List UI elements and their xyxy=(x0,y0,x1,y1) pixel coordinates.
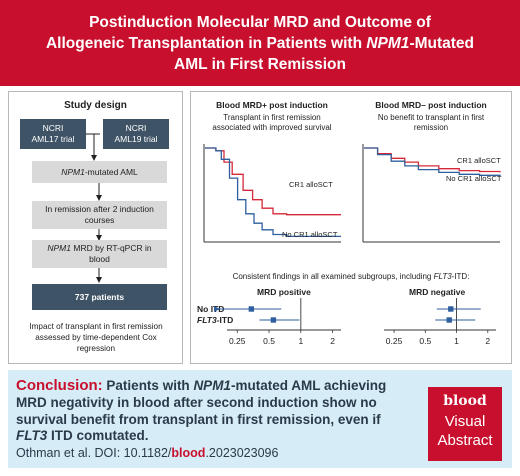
forest-point xyxy=(270,317,277,323)
km-pos-nocr1-label: No CR1 alloSCT xyxy=(282,230,338,239)
results-panel: Blood MRD+ post induction Transplant in … xyxy=(190,91,512,364)
citation[interactable]: Othman et al. DOI: 10.1182/blood.2023023… xyxy=(16,446,279,460)
step-remission: In remission after 2 induction courses xyxy=(32,201,167,229)
km-pos-cr1-line xyxy=(205,147,341,216)
step-patients: 737 patients xyxy=(32,284,167,310)
title-banner: Postinduction Molecular MRD and Outcome … xyxy=(0,0,520,86)
km-pos-nocr1-line xyxy=(205,147,341,238)
flow-arrows xyxy=(86,133,102,283)
trial-aml19: NCRI AML19 trial xyxy=(103,119,169,149)
conclusion-box: Conclusion: Patients with NPM1-mutated A… xyxy=(8,370,512,468)
forest-row-no-itd: No ITD xyxy=(197,304,224,314)
forest-tick-label: 2 xyxy=(330,336,335,346)
forest-plots: No ITD FLT3-ITD 0.25 0.5 1 2 0.25 0.5 1 2 xyxy=(197,298,496,346)
blood-logo: blood xyxy=(443,393,487,409)
impact-note: Impact of transplant in first remission … xyxy=(29,322,163,353)
forest-tick-label: 1 xyxy=(298,336,303,346)
trial-aml17: NCRI AML17 trial xyxy=(20,119,86,149)
survival-curves: CR1 alloSCT No CR1 alloSCT CR1 alloSCT N… xyxy=(203,144,502,243)
page-title: Postinduction Molecular MRD and Outcome … xyxy=(45,14,475,73)
conclusion-text: Conclusion: Patients with NPM1-mutated A… xyxy=(16,377,387,444)
forest-neg-title: MRD negative xyxy=(409,287,466,297)
forest-pos-title: MRD positive xyxy=(257,287,311,297)
study-design-title: Study design xyxy=(64,100,127,111)
visual-abstract-badge: blood Visual Abstract xyxy=(428,387,502,461)
forest-point xyxy=(248,306,255,312)
km-pos-title: Blood MRD+ post induction xyxy=(216,100,328,110)
step-mrd-test: NPM1 MRD by RT-qPCR in blood xyxy=(32,240,167,268)
km-pos-subtitle: Transplant in first remission associated… xyxy=(212,113,332,132)
km-neg-nocr1-label: No CR1 alloSCT xyxy=(446,174,502,183)
km-neg-title: Blood MRD– post induction xyxy=(375,100,487,110)
km-neg-subtitle: No benefit to transplant in first remiss… xyxy=(377,113,485,132)
forest-point xyxy=(448,306,454,312)
forest-tick-label: 2 xyxy=(485,336,490,346)
forest-tick-label: 0.5 xyxy=(263,336,275,346)
km-neg-nocr1-line xyxy=(364,147,501,177)
badge-visual: Visual xyxy=(444,413,486,430)
step-npm1-mutated: NPM1-mutated AML xyxy=(32,161,167,183)
forest-row-flt3-itd: FLT3-ITD xyxy=(197,315,233,325)
forest-tick-label: 0.25 xyxy=(229,336,246,346)
badge-abstract: Abstract xyxy=(437,432,493,449)
forest-tick-label: 0.5 xyxy=(419,336,431,346)
study-design-panel: Study design NCRI AML17 trial NCRI AML19… xyxy=(8,91,183,364)
subgroup-note: Consistent findings in all examined subg… xyxy=(232,272,470,281)
forest-tick-label: 0.25 xyxy=(386,336,403,346)
km-neg-cr1-label: CR1 alloSCT xyxy=(457,156,501,165)
km-pos-cr1-label: CR1 alloSCT xyxy=(289,180,333,189)
forest-tick-label: 1 xyxy=(454,336,459,346)
forest-point xyxy=(446,317,452,323)
